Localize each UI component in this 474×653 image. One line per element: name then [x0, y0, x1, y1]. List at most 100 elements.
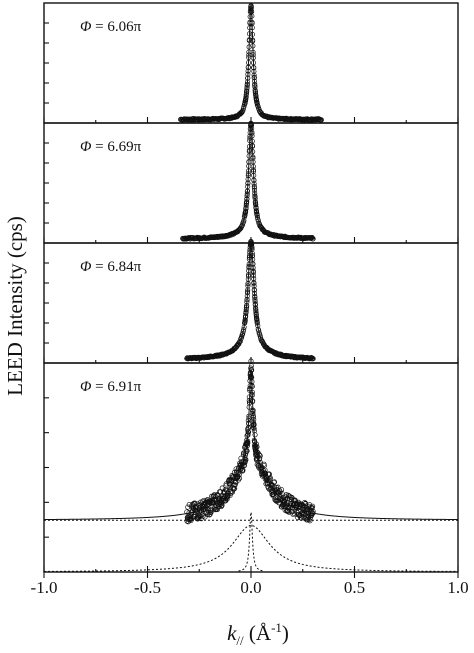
data-point — [310, 356, 316, 362]
data-point — [267, 475, 273, 481]
data-point — [243, 457, 249, 463]
data-point — [247, 143, 253, 150]
phi-symbol: Φ — [80, 259, 92, 275]
data-point — [250, 38, 256, 44]
data-point — [245, 68, 251, 74]
data-point — [194, 508, 200, 514]
x-tick-label: 0.0 — [240, 578, 261, 597]
data-point — [244, 297, 250, 303]
phi-symbol: Φ — [80, 19, 92, 35]
data-point — [286, 509, 292, 515]
data-point — [247, 133, 253, 139]
data-point — [243, 305, 250, 311]
data-point — [188, 517, 194, 524]
x-axis: -1.0 -0.5 0.0 0.5 1.0 — [31, 572, 469, 597]
data-point — [251, 287, 257, 293]
data-point — [236, 471, 242, 478]
data-point — [251, 428, 257, 434]
data-point — [250, 423, 256, 429]
broad-component — [44, 524, 458, 572]
data-point — [254, 319, 260, 325]
data-point — [184, 509, 190, 515]
data-point — [249, 143, 256, 149]
x-axis-title-close: ) — [282, 621, 289, 645]
data-point — [246, 38, 252, 44]
data-point — [245, 180, 251, 186]
data-point — [244, 426, 251, 433]
data-point — [251, 425, 257, 431]
x-axis-title-units: (Å — [244, 621, 272, 645]
phi-value: = 6.69π — [91, 139, 141, 155]
data-point — [243, 94, 249, 100]
data-point — [252, 432, 258, 438]
data-point — [244, 299, 250, 305]
data-point — [249, 133, 255, 139]
data-point — [245, 273, 252, 279]
data-point — [279, 490, 285, 496]
data-point — [244, 79, 251, 85]
data-point — [251, 416, 257, 423]
data-point — [238, 110, 244, 116]
data-point — [248, 374, 254, 380]
data-point — [254, 316, 260, 322]
data-point — [253, 441, 259, 447]
x-axis-title: k// (Å-1) — [227, 620, 289, 648]
data-point — [255, 323, 261, 329]
data-point — [185, 504, 191, 510]
data-point — [250, 398, 256, 404]
data-point — [252, 88, 258, 95]
data-point — [248, 122, 254, 128]
panel-1: Φ = 6.06π — [43, 2, 459, 124]
data-point — [250, 163, 256, 170]
data-point — [310, 503, 316, 509]
data-point — [271, 493, 277, 499]
data-point — [250, 168, 257, 174]
data-point — [249, 250, 255, 256]
data-point — [246, 261, 252, 267]
data-point — [249, 138, 255, 144]
data-point — [307, 515, 313, 521]
data-point — [251, 65, 257, 71]
data-point — [253, 306, 259, 312]
data-point — [243, 313, 249, 319]
data-point — [250, 149, 256, 155]
data-point — [246, 149, 252, 155]
panel-label: Φ = 6.84π — [80, 259, 142, 275]
data-point — [244, 293, 250, 299]
data-point — [250, 413, 257, 419]
data-point — [252, 195, 258, 201]
data-point — [245, 75, 251, 81]
data-point — [244, 86, 250, 92]
data-point — [251, 172, 257, 178]
panel-label: Φ = 6.06π — [80, 19, 142, 35]
data-point — [271, 479, 278, 485]
data-point — [214, 507, 220, 513]
data-point — [246, 44, 252, 50]
data-point — [254, 450, 260, 456]
data-point — [205, 506, 211, 513]
data-point — [249, 125, 255, 131]
data-point — [247, 31, 253, 37]
data-point — [250, 261, 256, 267]
data-point — [254, 209, 260, 215]
data-point — [278, 487, 285, 493]
data-point — [250, 55, 256, 61]
phi-symbol: Φ — [80, 139, 92, 155]
data-point — [310, 510, 316, 516]
data-point — [206, 512, 212, 518]
x-axis-title-subscript: // — [236, 633, 244, 648]
data-point — [250, 52, 256, 58]
data-point — [245, 438, 251, 444]
panel-3: Φ = 6.84π — [43, 239, 459, 364]
data-point — [248, 370, 254, 376]
data-point — [247, 19, 253, 25]
data-point — [251, 177, 257, 183]
data-point — [237, 338, 243, 344]
data-point — [250, 265, 256, 271]
data-point — [251, 188, 258, 194]
data-point — [251, 425, 257, 432]
data-point — [251, 422, 257, 428]
data-point — [251, 437, 257, 443]
data-point — [247, 25, 253, 31]
